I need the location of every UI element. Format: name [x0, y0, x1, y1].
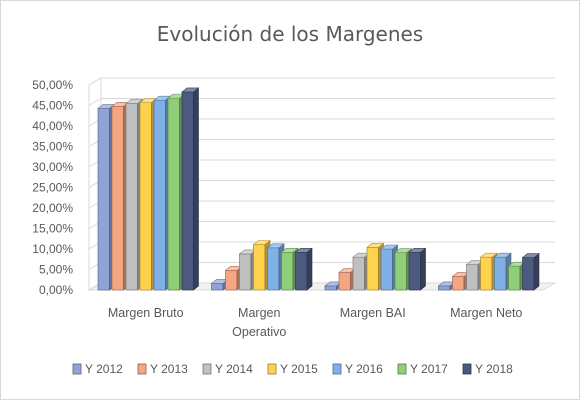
bar-front [494, 256, 507, 291]
x-tick-label: Margen Neto [450, 306, 522, 320]
bar-front [211, 283, 224, 291]
bar-front [253, 244, 266, 291]
bar [521, 252, 540, 291]
bar-front [267, 247, 280, 291]
legend: Y 2012 Y 2013 Y 2014 Y 2015 Y 2016 Y 2017 Y 20… [72, 362, 513, 376]
y-tick-label: 10,00% [32, 242, 73, 256]
bar-top [479, 252, 498, 258]
x-tick-label: Margen BAI [340, 306, 406, 320]
bar-front [153, 99, 166, 291]
bar-top [521, 253, 540, 258]
bar-top [294, 247, 313, 253]
legend-swatch [72, 363, 82, 375]
bar-front [111, 105, 124, 291]
legend-item: Y 2014 [202, 362, 253, 376]
y-tick-label: 5,00% [39, 263, 73, 277]
gridline [88, 98, 555, 106]
bar-front [466, 264, 479, 291]
bar-front [480, 256, 493, 291]
y-tick-label: 40,00% [32, 119, 73, 133]
chart-title: Evolución de los Margenes [157, 22, 423, 46]
y-tick-label: 45,00% [32, 99, 73, 113]
legend-label: Y 2012 [85, 362, 123, 376]
legend-label: Y 2017 [410, 362, 448, 376]
y-tick-label: 50,00% [32, 78, 73, 92]
bar-side [306, 247, 313, 291]
bar-front [380, 248, 393, 291]
legend-swatch [462, 363, 472, 375]
legend-swatch [397, 363, 407, 375]
bar-front [452, 276, 465, 291]
bar-front [225, 269, 238, 291]
bar-front [366, 247, 379, 291]
bar-front [408, 251, 421, 291]
bar-top [181, 87, 200, 93]
bar-front [324, 285, 337, 291]
y-tick-label: 35,00% [32, 140, 73, 154]
bar-front [239, 253, 252, 291]
bar-top [266, 243, 285, 249]
bar-top [493, 252, 512, 258]
gridline [88, 77, 555, 86]
legend-item: Y 2013 [137, 362, 188, 376]
bar-front [181, 91, 194, 291]
bar-front [139, 102, 152, 291]
bar-front [508, 265, 521, 291]
y-tick-label: 0,00% [39, 283, 73, 297]
legend-item: Y 2018 [462, 362, 513, 376]
bar-front [438, 285, 451, 291]
legend-swatch [332, 363, 342, 375]
legend-item: Y 2015 [267, 362, 318, 376]
legend-item: Y 2012 [72, 362, 123, 376]
bar-top [252, 240, 271, 245]
x-tick-label: Margen Operativo [232, 306, 286, 339]
bar-front [97, 108, 110, 291]
bar-front [295, 251, 308, 291]
legend-label: Y 2016 [345, 362, 383, 376]
bar-side [533, 252, 540, 291]
bar-front [281, 251, 294, 291]
legend-label: Y 2013 [150, 362, 188, 376]
legend-label: Y 2018 [475, 362, 513, 376]
bar-front [125, 103, 138, 291]
bar-side [193, 87, 199, 291]
bar-top [125, 99, 144, 104]
x-axis: Margen Bruto Margen Operativo Margen BAI Mar… [108, 306, 523, 339]
legend-label: Y 2014 [215, 362, 253, 376]
bar-front [167, 97, 180, 291]
bars [97, 87, 540, 291]
bar-front [352, 256, 365, 291]
y-tick-label: 15,00% [32, 222, 73, 236]
y-tick-label: 30,00% [32, 160, 73, 174]
bar [181, 87, 200, 291]
legend-swatch [137, 363, 147, 375]
bar-top [366, 243, 385, 248]
legend-item: Y 2016 [332, 362, 383, 376]
bar-front [394, 252, 407, 291]
y-axis: 0,00% 5,00% 10,00% 15,00% 20,00% 25,00% 30,00%… [32, 78, 73, 297]
bar-front [522, 257, 535, 291]
bar-top [280, 247, 299, 253]
y-tick-label: 20,00% [32, 201, 73, 215]
bar-top [380, 244, 399, 250]
bar-front [338, 272, 351, 291]
legend-swatch [202, 363, 212, 375]
y-tick-label: 25,00% [32, 181, 73, 195]
legend-swatch [267, 363, 277, 375]
bar-top [394, 248, 413, 253]
bar [294, 247, 313, 291]
legend-label: Y 2015 [280, 362, 318, 376]
bar [408, 247, 427, 291]
bar-side [420, 247, 426, 291]
legend-item: Y 2017 [397, 362, 448, 376]
x-tick-label: Margen Bruto [108, 306, 184, 320]
bar-top [408, 247, 427, 253]
